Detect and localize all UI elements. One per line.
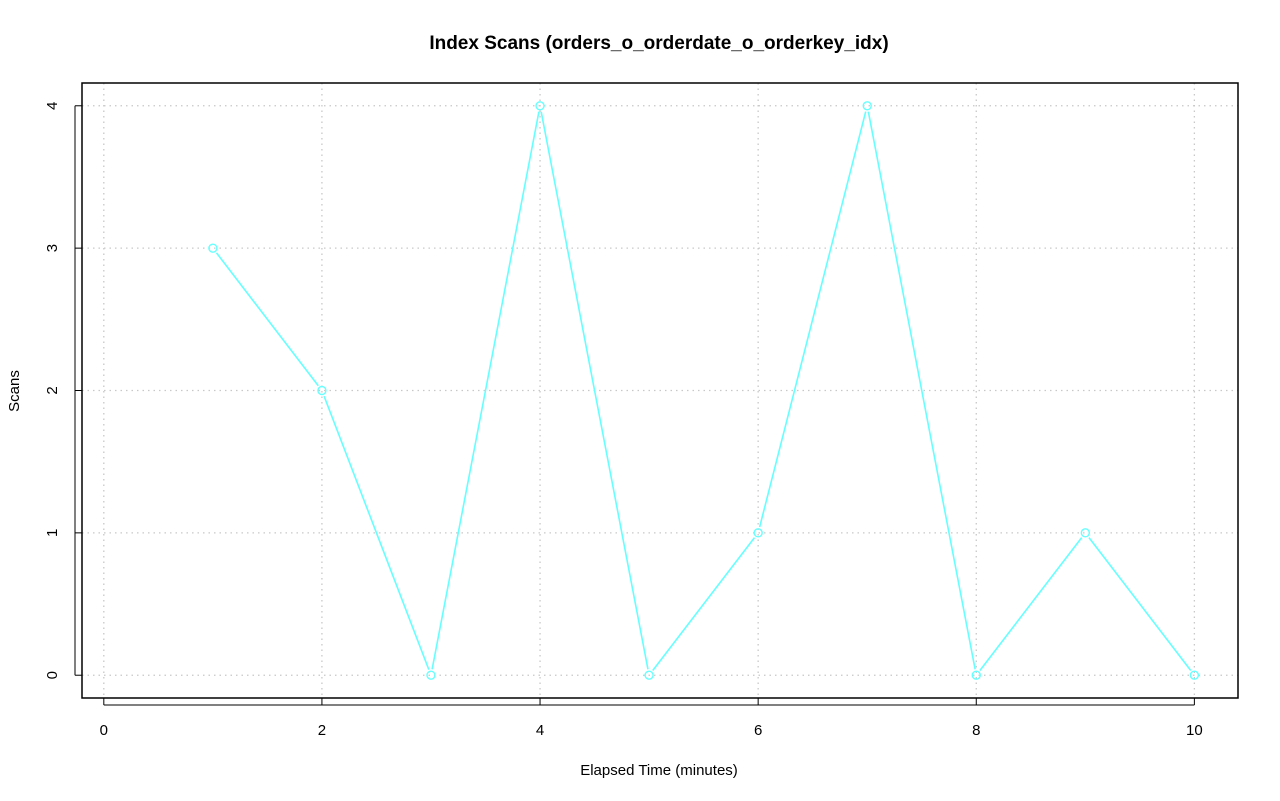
x-tick-label: 4 bbox=[536, 722, 544, 739]
line-segment bbox=[431, 111, 540, 670]
series-group bbox=[208, 101, 1200, 680]
y-axis: 0 1 2 3 4 bbox=[44, 102, 82, 679]
line-segment bbox=[1088, 537, 1192, 671]
data-point bbox=[1189, 670, 1200, 680]
line-segment bbox=[215, 252, 319, 387]
data-point bbox=[208, 243, 218, 253]
line-segment bbox=[540, 111, 649, 670]
x-tick-label: 2 bbox=[318, 722, 326, 739]
line-segment bbox=[323, 395, 430, 670]
data-point bbox=[862, 101, 872, 111]
y-tick-label: 4 bbox=[44, 102, 61, 110]
x-tick-label: 10 bbox=[1186, 722, 1203, 739]
line-segment bbox=[652, 537, 756, 671]
data-point bbox=[753, 528, 763, 538]
data-point bbox=[426, 670, 436, 680]
line-segment bbox=[979, 537, 1083, 671]
data-point bbox=[644, 670, 654, 680]
x-tick-label: 0 bbox=[100, 722, 108, 739]
y-tick-label: 1 bbox=[44, 529, 61, 537]
data-point bbox=[535, 101, 545, 111]
series-line bbox=[208, 101, 1200, 680]
y-tick-label: 2 bbox=[44, 386, 61, 394]
x-axis: 0 2 4 6 8 10 bbox=[100, 698, 1203, 739]
line-segment bbox=[758, 111, 867, 528]
x-tick-label: 6 bbox=[754, 722, 762, 739]
x-axis-label: Elapsed Time (minutes) bbox=[580, 762, 738, 779]
chart-title: Index Scans (orders_o_orderdate_o_orderk… bbox=[429, 33, 888, 54]
data-point bbox=[1080, 528, 1091, 538]
y-axis-label: Scans bbox=[6, 370, 23, 412]
y-tick-label: 0 bbox=[44, 671, 61, 679]
y-tick-label: 3 bbox=[44, 244, 61, 252]
grid bbox=[82, 83, 1238, 698]
line-segment bbox=[867, 111, 976, 670]
data-point bbox=[971, 670, 981, 680]
data-point bbox=[317, 385, 327, 396]
x-tick-label: 8 bbox=[972, 722, 980, 739]
